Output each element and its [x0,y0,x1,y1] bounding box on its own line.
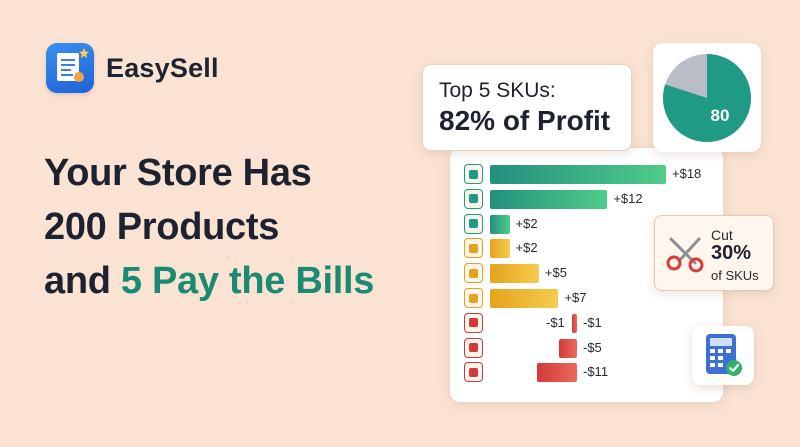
bar-row: -$1 -$1 [450,312,723,335]
sofa-icon [464,288,483,308]
headline-line-3-prefix: and [44,260,121,302]
bar-value-label: -$1 [583,314,602,330]
sneaker-icon [464,213,483,234]
bar [558,338,577,358]
bar-row: +$2 [450,238,723,260]
headline-highlight: 5 Pay the Bills [120,260,375,302]
shoe-icon [464,164,483,184]
bar-row: +$2 [450,213,723,236]
bar [490,189,608,209]
bar [490,214,510,234]
bar-row: +$7 [450,288,723,310]
calculator-icon [706,334,742,376]
bar-value-label: +$2 [515,240,538,256]
cut-value: 30% [711,242,752,264]
bar-row: +$5 [450,263,723,285]
pie-main-slice [663,54,751,142]
bar-value-label: +$18 [672,166,702,181]
bar [490,264,539,284]
bar [490,239,510,259]
bar-value-label: +$7 [564,290,587,305]
bar-row: +$12 [450,188,723,211]
bar [572,313,577,333]
bar-value-label: -$5 [583,339,602,355]
pie-value-label: 80 [711,106,730,125]
bar-row: -$5 [450,337,723,360]
cut-skus-card: Cut 30% of SKUs [654,215,774,291]
brand-logo: EasySell [46,43,219,93]
headline-line-1: Your Store Has [44,152,312,194]
jacket-icon [464,362,483,383]
bar-extra-label: -$1 [546,314,565,330]
bar-value-label: +$5 [544,265,567,281]
top-skus-callout: Top 5 SKUs: 82% of Profit [422,64,632,151]
bar [490,289,559,308]
brand-name: EasySell [106,52,219,83]
bottle-icon [464,238,483,259]
cut-sublabel: of SKUs [711,268,759,283]
headline-line-2: 200 Products [44,206,280,248]
bowl-icon [464,263,483,284]
bar-value-label: +$12 [613,190,643,206]
cut-label: Cut [711,227,733,243]
bar [537,363,577,383]
bar [490,165,666,184]
shirt-icon [464,188,483,209]
shirt-red-icon [464,312,483,333]
bar-row: +$18 [450,164,723,186]
headline: Your Store Has 200 Products and 5 Pay th… [44,146,374,308]
document-icon [46,43,94,93]
bar-value-label: +$2 [515,215,538,231]
headline-line-3: and 5 Pay the Bills [44,254,374,308]
scissors-icon [666,237,704,273]
bar-row: -$11 [450,362,723,384]
tshirt-icon [464,337,483,358]
bar-value-label: -$11 [583,364,609,380]
callout-label: Top 5 SKUs: [439,79,556,102]
pie-card: 80 [653,43,761,152]
pie-chart: 80 [663,54,751,142]
calculator-card [692,326,754,385]
callout-value: 82% of Profit [439,105,611,136]
